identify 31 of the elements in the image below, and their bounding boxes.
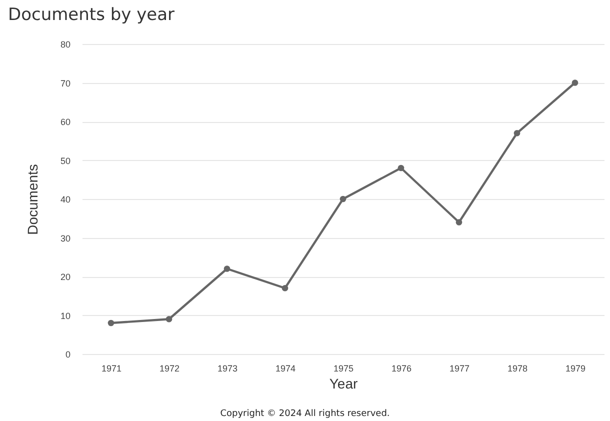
x-tick-label: 1972 — [159, 364, 180, 374]
x-tick-label: 1978 — [507, 364, 528, 374]
point — [166, 316, 172, 322]
x-tick-label: 1973 — [217, 364, 238, 374]
y-tick-label: 70 — [60, 78, 70, 88]
x-tick-label: 1976 — [391, 364, 412, 374]
point — [340, 196, 346, 202]
point — [456, 219, 462, 226]
x-tick-label: 1971 — [101, 364, 122, 374]
x-tick-label: 1979 — [565, 364, 586, 374]
point — [572, 80, 578, 86]
x-tick-label: 1975 — [333, 364, 354, 374]
x-tick-label: 1977 — [449, 364, 470, 374]
point — [224, 266, 230, 272]
x-tick-label: 1974 — [275, 364, 296, 374]
y-tick-label: 30 — [60, 233, 70, 244]
y-tick-label: 0 — [65, 350, 70, 360]
y-axis-title: Documents — [24, 164, 40, 235]
y-tick-label: 20 — [60, 272, 70, 282]
point — [108, 320, 114, 326]
y-tick-label: 50 — [60, 156, 70, 166]
y-tick-label: 60 — [60, 117, 70, 127]
point — [514, 130, 520, 136]
x-axis-title: Year — [329, 376, 358, 392]
y-tick-label: 40 — [60, 194, 70, 204]
y-tick-label: 10 — [60, 310, 70, 321]
point — [282, 284, 288, 292]
point — [398, 164, 404, 172]
text: Copyright © 2024 All rights reserved. — [219, 409, 391, 419]
y-tick-label: 80 — [60, 40, 70, 50]
chart-title: Documents by year — [8, 5, 175, 25]
